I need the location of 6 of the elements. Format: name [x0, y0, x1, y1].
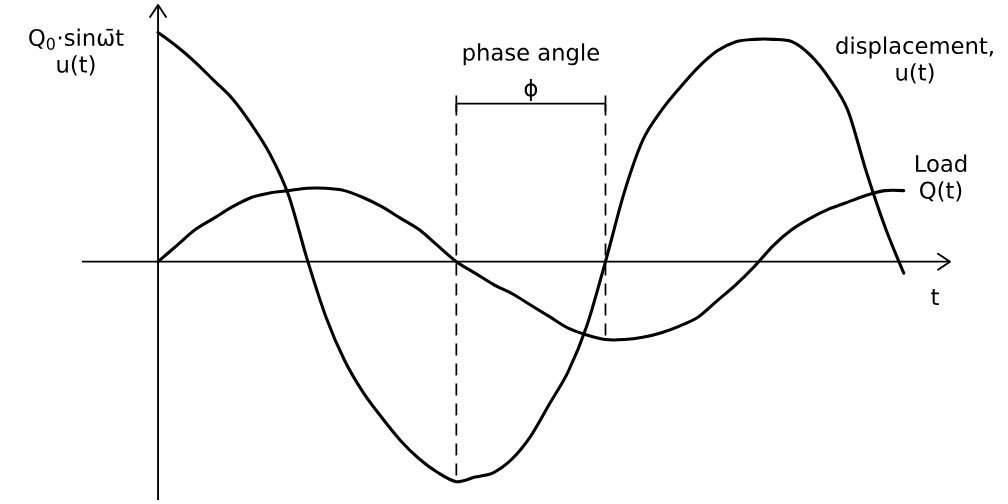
y-axis-title: Q$_{0}$·sinω̄t u(t) — [29, 28, 124, 76]
series-label: Load Q(t) — [916, 154, 967, 202]
annotation: ϕ — [524, 79, 538, 101]
x-axis-title: t — [931, 289, 939, 305]
series-label: displacement, u(t) — [836, 36, 993, 84]
annotation: phase angle — [463, 43, 599, 66]
